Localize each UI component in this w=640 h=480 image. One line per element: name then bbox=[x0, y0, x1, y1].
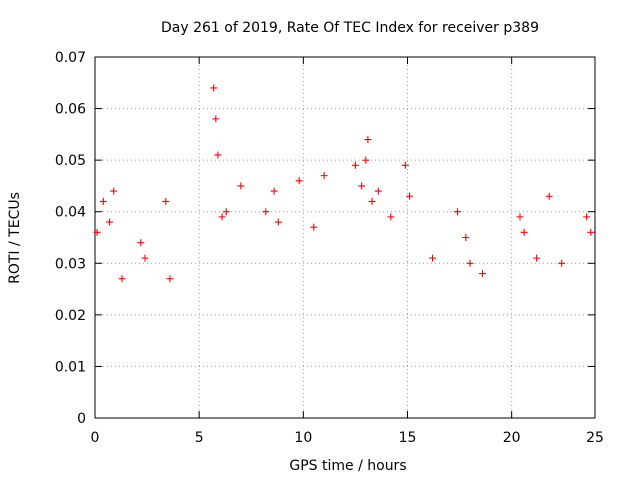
data-point bbox=[374, 187, 382, 195]
y-tick-label: 0.02 bbox=[55, 308, 86, 324]
data-point bbox=[364, 136, 372, 144]
data-point bbox=[214, 151, 222, 159]
data-point bbox=[401, 161, 409, 169]
data-point bbox=[274, 218, 282, 226]
data-point bbox=[141, 254, 149, 262]
data-point bbox=[295, 177, 303, 185]
data-point bbox=[368, 197, 376, 205]
y-tick-label: 0.07 bbox=[55, 50, 86, 66]
data-point bbox=[454, 208, 461, 216]
data-point bbox=[93, 228, 101, 236]
data-points bbox=[93, 84, 595, 283]
data-point bbox=[310, 223, 318, 231]
data-point bbox=[587, 228, 595, 236]
data-point bbox=[462, 234, 470, 241]
data-point bbox=[262, 208, 270, 216]
x-tick-label: 5 bbox=[195, 430, 204, 446]
y-tick-label: 0.06 bbox=[55, 102, 86, 118]
x-tick-label: 10 bbox=[294, 430, 312, 446]
chart-title: Day 261 of 2019, Rate Of TEC Index for r… bbox=[161, 20, 539, 36]
x-axis-label: GPS time / hours bbox=[289, 458, 406, 474]
data-point bbox=[162, 197, 170, 205]
data-point bbox=[362, 156, 370, 164]
data-point bbox=[545, 192, 553, 200]
plot-frame bbox=[94, 56, 596, 419]
data-point bbox=[351, 161, 359, 169]
data-point bbox=[387, 213, 395, 221]
data-point bbox=[137, 239, 145, 247]
data-point bbox=[106, 218, 114, 226]
data-point bbox=[533, 254, 541, 262]
data-point bbox=[212, 115, 220, 123]
x-tick-label: 20 bbox=[503, 430, 521, 446]
data-point bbox=[99, 197, 107, 205]
y-tick-label: 0.01 bbox=[55, 359, 86, 375]
data-point bbox=[429, 254, 436, 262]
data-point bbox=[583, 213, 591, 221]
x-tick-label: 25 bbox=[586, 430, 604, 446]
data-point bbox=[166, 275, 174, 283]
data-point bbox=[222, 208, 230, 216]
y-tick-label: 0.05 bbox=[55, 153, 86, 169]
data-point bbox=[270, 187, 278, 195]
data-point bbox=[520, 228, 528, 236]
y-tick-label: 0.03 bbox=[55, 256, 86, 272]
data-point bbox=[110, 187, 118, 195]
data-point bbox=[466, 259, 474, 267]
data-point bbox=[118, 275, 126, 283]
y-tick-label: 0.04 bbox=[55, 205, 86, 221]
data-point bbox=[210, 84, 218, 92]
data-point bbox=[237, 182, 245, 190]
data-point bbox=[558, 259, 566, 267]
grid-lines bbox=[95, 57, 595, 418]
data-point bbox=[218, 213, 226, 221]
y-tick-label: 0 bbox=[77, 411, 86, 427]
data-point bbox=[516, 213, 524, 221]
x-tick-label: 0 bbox=[91, 430, 100, 446]
data-point bbox=[479, 270, 486, 278]
data-point bbox=[406, 192, 414, 200]
x-tick-label: 15 bbox=[399, 430, 417, 446]
axis-ticks: 0 0.01 0.02 0.03 0.04 0.05 0.06 0.07 0 5 10 15 20 25 bbox=[55, 50, 604, 446]
data-point bbox=[320, 172, 328, 180]
data-point bbox=[358, 182, 366, 190]
y-axis-label: ROTI / TECUs bbox=[7, 192, 23, 284]
